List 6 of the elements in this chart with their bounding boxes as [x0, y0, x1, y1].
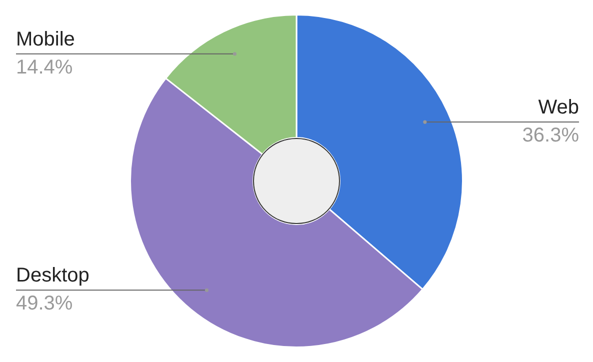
slice-label: Desktop [16, 264, 90, 287]
data-label: 49.3% [16, 292, 73, 315]
slice-label: Web [538, 96, 579, 119]
data-label: 14.4% [16, 56, 73, 78]
slice-label: Mobile [16, 28, 75, 50]
data-label: 36.3% [522, 124, 580, 147]
